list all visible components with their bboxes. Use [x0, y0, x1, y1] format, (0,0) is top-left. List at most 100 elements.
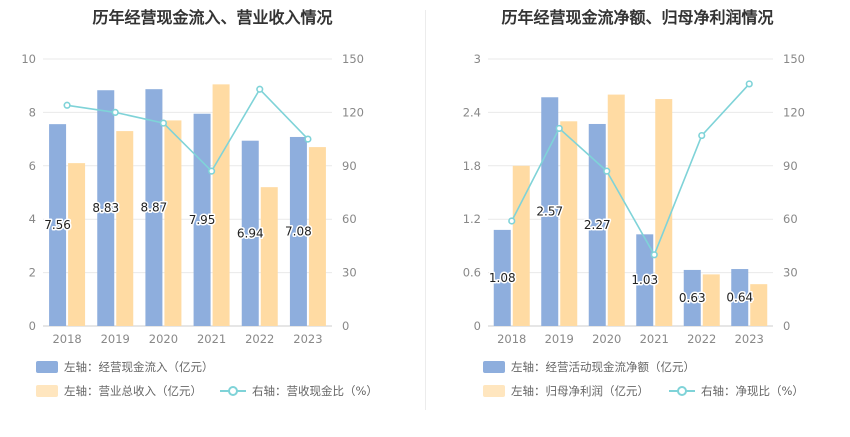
- legend-swatch: [36, 361, 58, 373]
- line-point: [650, 251, 658, 259]
- panel-divider: [425, 10, 426, 410]
- x-tick-label: 2020: [149, 332, 178, 346]
- y-left-tick-label: 1.8: [463, 159, 481, 173]
- legend-item-series-2[interactable]: 左轴：营业总收入（亿元）: [36, 383, 202, 399]
- line-series-3: [66, 87, 309, 173]
- x-tick-label: 2018: [497, 332, 526, 346]
- chart-panel-left: 历年经营现金流入、营业收入情况 0 2 4 6 8 10 0 30 60 90 120 150 2018…: [21, 8, 378, 399]
- bar-series-2: [607, 94, 625, 326]
- data-label: 7.95: [189, 213, 216, 227]
- legend-line-icon: [220, 386, 246, 396]
- line-point: [256, 85, 264, 93]
- y-left-tick-label: 0.6: [463, 266, 481, 280]
- line-point: [207, 167, 216, 175]
- chart-panel-right: 历年经营现金流净额、归母净利润情况 0 0.6 1.2 1.8 2.4 3 0 30 60 90 1…: [425, 0, 850, 437]
- data-label: 1.08: [489, 271, 516, 285]
- bar-series-2: [560, 121, 578, 326]
- y-left-tick-label: 4: [29, 212, 36, 226]
- y-right-tick-label: 60: [783, 212, 798, 226]
- legend-item-series-3[interactable]: 右轴：营收现金比（%）: [220, 383, 378, 399]
- bar-series-1: [289, 136, 307, 326]
- legend-item-series-1[interactable]: 左轴：经营现金流入（亿元）: [36, 359, 214, 375]
- bar-series-1: [49, 124, 67, 326]
- data-label: 2.57: [536, 205, 563, 219]
- bar-series-1: [241, 140, 259, 326]
- bar-series-1: [145, 89, 163, 327]
- legend-line-icon: [669, 386, 695, 396]
- chart-title: 历年经营现金流净额、归母净利润情况: [501, 8, 774, 27]
- data-label: 2.27: [584, 218, 611, 232]
- y-left-tick-label: 8: [29, 105, 36, 119]
- y-left-tick-label: 10: [21, 52, 36, 66]
- y-left-tick-label: 3: [474, 52, 481, 66]
- bar-series-2: [260, 187, 278, 326]
- line-point: [63, 101, 71, 109]
- legend-item-series-1[interactable]: 左轴：经营活动现金流净额（亿元）: [483, 359, 695, 375]
- line-point: [304, 135, 312, 143]
- line-point: [555, 124, 563, 133]
- legend-label: 右轴：净现比（%）: [701, 384, 804, 398]
- legend-label: 左轴：营业总收入（亿元）: [64, 384, 202, 398]
- data-label: 0.63: [679, 291, 706, 305]
- bar-series-1: [588, 123, 606, 326]
- line-point: [111, 108, 119, 116]
- y-left-tick-label: 1.2: [463, 212, 481, 226]
- data-label: 6.94: [237, 226, 264, 240]
- x-tick-label: 2022: [245, 332, 274, 346]
- legend-label: 左轴：经营现金流入（亿元）: [64, 360, 214, 374]
- legend-swatch: [36, 385, 58, 397]
- y-right-tick-label: 90: [342, 159, 357, 173]
- bar-series-1: [493, 229, 511, 326]
- bar-series-2: [68, 163, 86, 326]
- line-point: [159, 119, 168, 127]
- x-tick-label: 2020: [592, 332, 621, 346]
- bar-series-2: [750, 284, 768, 326]
- y-left-tick-label: 0: [29, 319, 36, 333]
- y-right-tick-label: 120: [783, 105, 805, 119]
- bar-series-2: [116, 131, 134, 326]
- line-point: [603, 167, 611, 175]
- x-tick-label: 2023: [293, 332, 322, 346]
- bar-series-2: [512, 165, 530, 326]
- data-label: 7.08: [285, 224, 312, 238]
- y-left-tick-label: 2.4: [463, 105, 481, 119]
- legend-swatch: [483, 361, 505, 373]
- y-right-tick-label: 0: [342, 319, 349, 333]
- bar-series-2: [655, 99, 673, 326]
- data-label: 8.87: [141, 201, 168, 215]
- y-right-tick-label: 120: [342, 105, 364, 119]
- y-right-tick-label: 60: [342, 212, 357, 226]
- y-right-tick-label: 90: [783, 159, 798, 173]
- bar-series-2: [164, 120, 182, 326]
- y-left-tick-label: 2: [29, 266, 36, 280]
- data-label: 0.64: [726, 291, 753, 305]
- legend-label: 右轴：营收现金比（%）: [252, 384, 378, 398]
- x-tick-label: 2019: [545, 332, 574, 346]
- bar-series-1: [683, 269, 701, 326]
- y-right-tick-label: 0: [783, 319, 790, 333]
- legend-item-series-2[interactable]: 左轴：归母净利润（亿元）: [483, 383, 649, 399]
- legend-item-series-3[interactable]: 右轴：净现比（%）: [669, 383, 804, 399]
- chart-svg: 0 2 4 6 8 10 0 30 60 90 120 150 2018 2019 2020 2021 2022…: [21, 52, 364, 346]
- chart-title: 历年经营现金流入、营业收入情况: [92, 8, 333, 27]
- y-left-tick-label: 0: [474, 319, 481, 333]
- data-label: 1.03: [631, 273, 658, 287]
- legend-swatch: [483, 385, 505, 397]
- bar-series-1: [97, 90, 115, 326]
- y-right-tick-label: 30: [783, 266, 798, 280]
- y-right-tick-label: 30: [342, 266, 357, 280]
- x-tick-label: 2022: [687, 332, 716, 346]
- legend-label: 左轴：经营活动现金流净额（亿元）: [511, 360, 695, 374]
- y-left-tick-label: 6: [29, 159, 36, 173]
- legend-label: 左轴：归母净利润（亿元）: [511, 384, 649, 398]
- bar-series-2: [212, 84, 230, 327]
- line-point: [508, 217, 516, 225]
- x-tick-label: 2018: [52, 332, 81, 346]
- line-series-3: [511, 83, 750, 257]
- line-point: [698, 131, 706, 140]
- bar-series-2: [702, 274, 720, 326]
- x-tick-label: 2019: [101, 332, 130, 346]
- data-label: 8.83: [92, 201, 119, 215]
- line-point: [745, 80, 753, 88]
